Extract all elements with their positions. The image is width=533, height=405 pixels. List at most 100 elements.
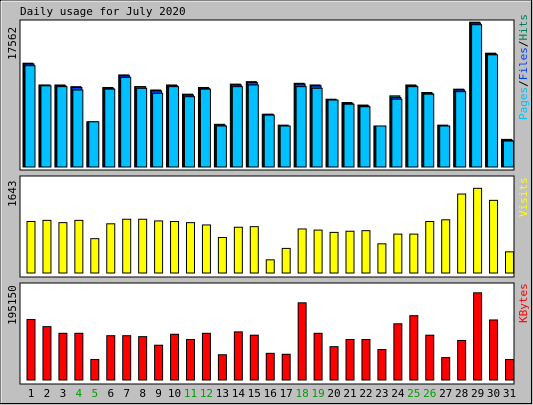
legend-sep-1: /: [517, 80, 530, 87]
kbytes-bar-day-18: [297, 302, 307, 381]
kbytes-bar-day-22: [361, 338, 371, 381]
kbytes-bar-day-29: [473, 292, 483, 381]
visits-bar-day-9: [154, 220, 164, 274]
kbytes-bar-day-9: [154, 344, 164, 381]
visits-bar-day-6: [106, 223, 116, 274]
pages-bar-day-19: [311, 87, 323, 168]
day-label-17: 17: [280, 387, 293, 400]
pages-bar-day-11: [184, 96, 195, 168]
pages-bar-day-30: [487, 54, 499, 168]
day-label-14: 14: [232, 387, 246, 400]
visits-bar-day-21: [345, 230, 355, 274]
visits-bar-day-26: [425, 221, 435, 274]
visits-bar-day-15: [249, 226, 259, 274]
day-label-2: 2: [44, 387, 51, 400]
day-label-1: 1: [28, 387, 35, 400]
legend-files: Files: [517, 47, 530, 80]
pages-bar-day-1: [24, 65, 36, 168]
pages-bar-day-2: [40, 85, 52, 168]
kbytes-bar-day-26: [425, 334, 435, 381]
pages-bar-day-17: [279, 125, 291, 168]
kbytes-bar-day-6: [106, 335, 116, 381]
pages-bar-day-24: [391, 98, 403, 168]
pages-bar-day-18: [295, 86, 307, 168]
kbytes-bar-day-8: [138, 336, 148, 381]
visits-bar-day-7: [122, 218, 132, 274]
pages-bar-day-21: [343, 103, 355, 168]
pages-bar-day-22: [359, 106, 371, 168]
pages-bar-day-16: [263, 114, 275, 168]
pages-bar-day-26: [423, 93, 435, 168]
visits-bar-day-25: [409, 233, 419, 274]
day-label-30: 30: [487, 387, 500, 400]
pages-bar-day-15: [247, 84, 259, 168]
chart-title: Daily usage for July 2020: [20, 5, 186, 18]
day-label-9: 9: [155, 387, 162, 400]
panel1-max-label: 17562: [6, 27, 19, 60]
day-label-21: 21: [343, 387, 356, 400]
hits-bars: [22, 21, 514, 168]
kbytes-bar-day-30: [489, 319, 499, 381]
kbytes-bar-day-16: [265, 352, 275, 381]
visits-bar-day-17: [281, 247, 291, 274]
pages-bar-day-4: [72, 89, 84, 168]
visits-bar-day-4: [74, 219, 84, 274]
day-label-27: 27: [439, 387, 452, 400]
kbytes-bar-day-2: [42, 326, 52, 381]
kbytes-bars: [26, 292, 514, 381]
visits-bar-day-16: [265, 259, 275, 274]
kbytes-bar-day-31: [505, 359, 514, 381]
kbytes-bar-day-28: [457, 339, 467, 381]
day-label-20: 20: [327, 387, 340, 400]
day-label-26: 26: [423, 387, 436, 400]
day-label-6: 6: [107, 387, 114, 400]
kbytes-bar-day-24: [393, 323, 403, 381]
pages-bar-day-20: [327, 99, 339, 168]
visits-bars: [26, 187, 514, 274]
pages-bar-day-27: [439, 125, 451, 168]
day-label-28: 28: [455, 387, 468, 400]
visits-bar-day-28: [457, 193, 467, 274]
pages-bar-day-3: [56, 86, 68, 168]
day-label-22: 22: [359, 387, 372, 400]
day-label-12: 12: [200, 387, 213, 400]
kbytes-bar-day-27: [441, 357, 451, 381]
day-label-31: 31: [503, 387, 516, 400]
day-label-7: 7: [123, 387, 130, 400]
kbytes-bar-day-19: [313, 332, 323, 381]
legend-pages: Pages: [517, 87, 530, 120]
visits-bar-day-10: [170, 221, 180, 274]
pages-bar-day-25: [407, 86, 419, 168]
kbytes-legend: KBytes: [517, 283, 530, 323]
kbytes-bar-day-25: [409, 315, 419, 381]
kbytes-bar-day-12: [201, 332, 211, 381]
panel2-max-label: 1643: [6, 181, 19, 208]
kbytes-bar-day-15: [249, 334, 259, 381]
visits-bar-day-13: [217, 237, 227, 274]
visits-bar-day-30: [489, 199, 499, 274]
kbytes-bar-day-23: [377, 349, 387, 381]
kbytes-bar-day-14: [233, 331, 243, 381]
day-label-29: 29: [471, 387, 484, 400]
day-label-25: 25: [407, 387, 420, 400]
pages-bar-day-31: [503, 140, 514, 168]
pages-bar-day-12: [199, 88, 211, 168]
pages-bar-day-23: [375, 125, 387, 168]
visits-bar-day-11: [186, 222, 195, 274]
visits-bar-day-29: [473, 187, 483, 274]
day-label-15: 15: [248, 387, 261, 400]
day-label-24: 24: [391, 387, 405, 400]
day-label-23: 23: [375, 387, 388, 400]
kbytes-bar-day-11: [186, 338, 195, 381]
day-label-18: 18: [296, 387, 309, 400]
visits-bar-day-22: [361, 230, 371, 274]
kbytes-bar-day-5: [90, 359, 100, 381]
visits-bar-day-20: [329, 231, 339, 274]
kbytes-bar-day-7: [122, 335, 132, 381]
kbytes-bar-day-1: [26, 318, 36, 381]
kbytes-bar-day-13: [217, 354, 227, 381]
pages-bar-day-29: [471, 24, 483, 168]
pages-bar-day-10: [168, 86, 180, 168]
pages-bar-day-5: [88, 121, 100, 168]
